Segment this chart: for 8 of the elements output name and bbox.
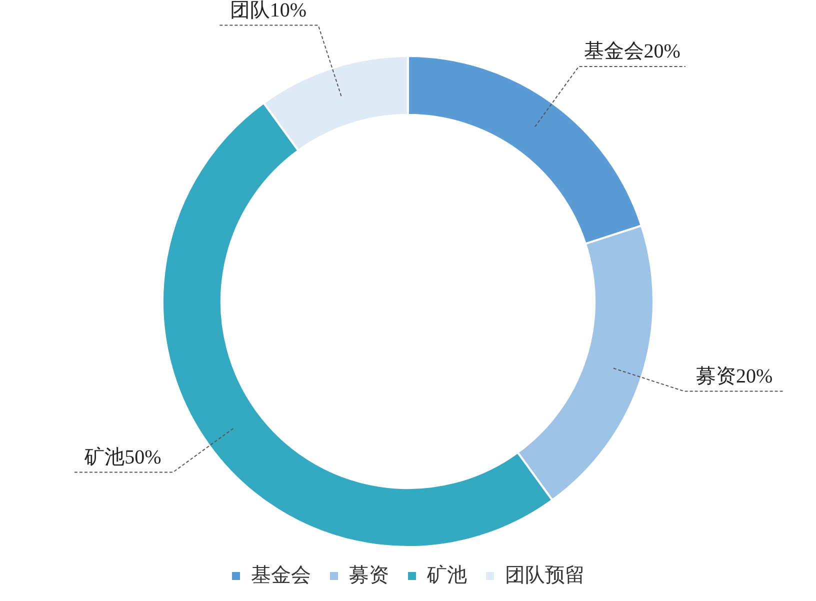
legend-label: 募资 — [349, 564, 389, 586]
data-label: 团队10% — [230, 0, 307, 22]
data-label: 募资20% — [696, 366, 773, 388]
data-label: 基金会20% — [584, 40, 680, 63]
legend-label: 矿池 — [426, 564, 467, 586]
legend-label: 团队预留 — [505, 564, 585, 586]
legend-label: 基金会 — [251, 564, 311, 586]
data-label: 矿池50% — [84, 446, 162, 468]
